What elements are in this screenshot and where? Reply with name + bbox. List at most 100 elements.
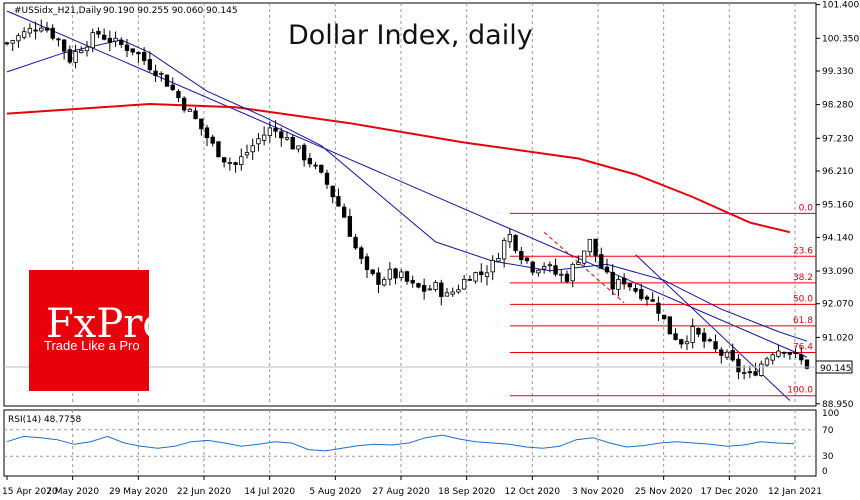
candle-body	[313, 164, 318, 167]
candle-body	[633, 288, 638, 292]
candle-body	[661, 314, 667, 320]
candle-body	[690, 326, 695, 343]
candle-body	[296, 145, 301, 150]
candle-body	[461, 278, 467, 290]
candle-body	[736, 358, 741, 373]
candle-body	[644, 296, 650, 300]
x-tick-label: 12 Oct 2020	[505, 487, 561, 497]
x-tick-label: 7 May 2020	[46, 487, 99, 497]
channel-upper-line	[6, 10, 808, 358]
y-tick-label: 91.020	[822, 333, 854, 343]
candle-body	[616, 279, 621, 290]
candle-body	[787, 352, 793, 355]
candle-body	[393, 268, 398, 279]
candle-body	[439, 282, 444, 297]
candle-body	[610, 271, 615, 290]
candle-body	[473, 272, 478, 282]
candle-body	[359, 247, 364, 259]
candle-body	[56, 38, 61, 41]
x-tick-label: 18 Sep 2020	[438, 487, 495, 497]
fibo-trendline	[543, 231, 625, 304]
candle-body	[216, 141, 221, 158]
candle-body	[444, 292, 450, 297]
y-tick-label: 88.950	[822, 400, 854, 410]
x-tick-label: 17 Dec 2020	[701, 487, 759, 497]
candle-body	[341, 206, 347, 218]
candle-body	[781, 351, 787, 354]
candle-body	[319, 164, 324, 173]
candle-body	[513, 234, 518, 251]
candle-body	[564, 273, 570, 282]
candle-body	[479, 271, 484, 276]
y-tick-label: 100.350	[822, 34, 859, 44]
channel-lower-line	[635, 254, 791, 401]
x-tick-label: 3 Nov 2020	[572, 487, 624, 497]
y-tick-label: 99.330	[822, 67, 854, 77]
y-tick-label: 94.140	[822, 233, 854, 243]
current-price-label: 90.145	[820, 364, 852, 374]
candle-body	[587, 238, 593, 253]
candle-body	[496, 258, 501, 262]
y-tick-label: 96.210	[822, 167, 854, 177]
candle-body	[376, 272, 381, 285]
candle-body	[61, 39, 67, 52]
candle-body	[701, 332, 707, 342]
symbol-label: #USSidx_H21,Daily	[14, 6, 102, 16]
candle-body	[547, 264, 553, 267]
candle-body	[650, 299, 655, 302]
candle-body	[404, 271, 410, 282]
candle-body	[667, 316, 673, 335]
candle-body	[233, 162, 238, 165]
brand-box	[29, 270, 149, 391]
candle-body	[170, 84, 175, 91]
candle-body	[399, 271, 404, 279]
ohlc-label: 90.190 90.255 90.060 90.145	[103, 6, 238, 16]
candle-body	[79, 49, 84, 54]
candle-body	[73, 51, 78, 63]
candle-body	[507, 233, 513, 243]
candle-body	[410, 279, 415, 284]
candle-body	[719, 349, 724, 356]
rsi-tick-label: 0	[822, 467, 828, 477]
rsi-line	[6, 434, 795, 452]
candle-body	[101, 34, 107, 40]
candle-body	[267, 127, 273, 136]
candle-body	[639, 289, 644, 300]
candle-body	[290, 136, 295, 150]
candle-body	[33, 29, 38, 32]
candle-body	[776, 350, 781, 357]
candle-body	[119, 39, 124, 46]
rsi-tick-label: 70	[822, 426, 834, 436]
fibo-level-label: 61.8	[793, 316, 813, 326]
candle-body	[307, 157, 313, 165]
y-tick-label: 95.160	[822, 201, 854, 211]
candle-body	[136, 51, 141, 55]
candle-body	[353, 236, 358, 249]
candle-body	[210, 136, 215, 144]
y-tick-label: 97.230	[822, 134, 854, 144]
candle-body	[576, 261, 581, 265]
candle-body	[221, 157, 227, 163]
candle-body	[96, 30, 101, 35]
candle-body	[536, 269, 541, 274]
candle-body	[593, 238, 598, 256]
candle-body	[627, 283, 633, 288]
candle-body	[793, 352, 798, 355]
candle-body	[364, 256, 370, 270]
candle-body	[261, 134, 267, 141]
candle-body	[673, 333, 678, 340]
candle-body	[484, 272, 490, 277]
candle-body	[284, 137, 290, 140]
candle-body	[193, 110, 198, 120]
candle-body	[21, 31, 27, 38]
x-tick-label: 22 Jun 2020	[177, 487, 231, 497]
candle-body	[250, 145, 255, 153]
candle-body	[764, 358, 770, 366]
candle-body	[770, 354, 775, 361]
ma50-line	[6, 39, 808, 342]
candle-body	[279, 131, 284, 139]
rsi-tick-label: 30	[822, 452, 834, 462]
candle-body	[581, 250, 587, 264]
candle-body	[433, 281, 438, 290]
